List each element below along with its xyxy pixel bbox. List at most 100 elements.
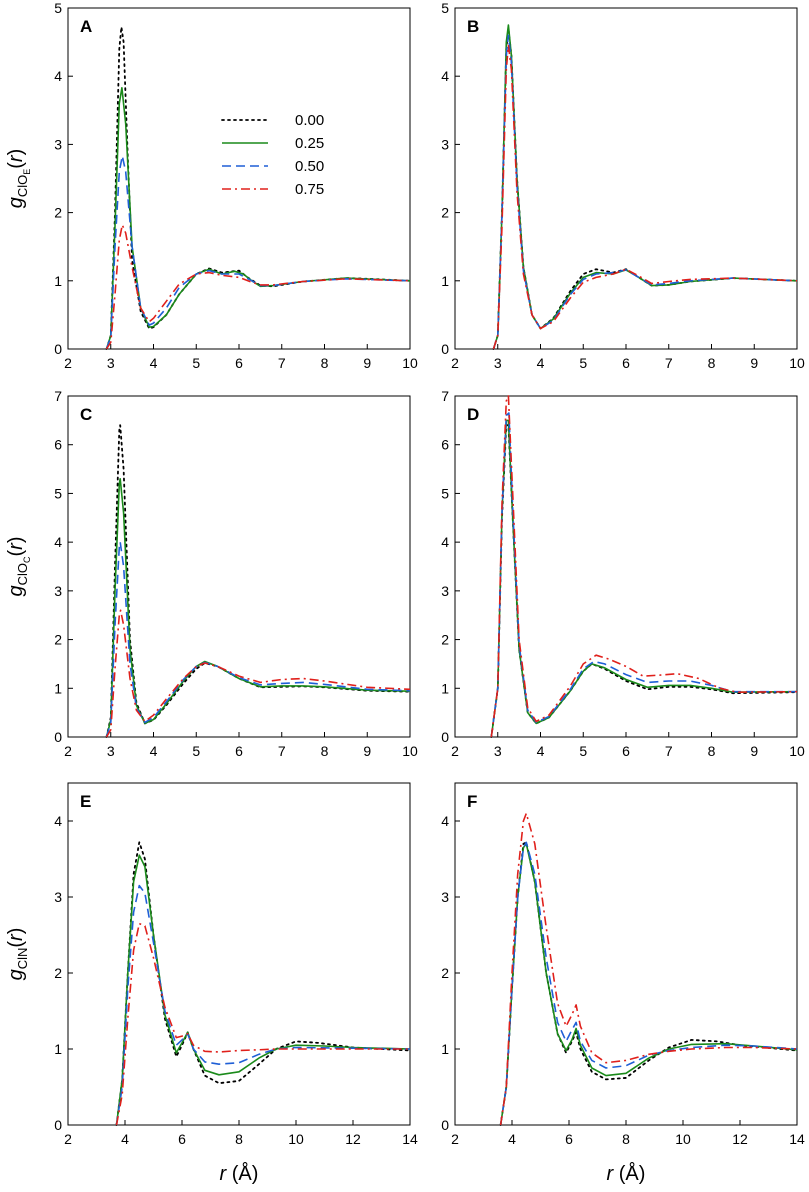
- plot-frame: [67, 782, 411, 1126]
- x-tick-label: 7: [278, 355, 286, 371]
- y-tick-label: 0: [441, 1117, 449, 1133]
- series-line-0-25: [115, 854, 411, 1126]
- y-tick-label: 4: [54, 68, 62, 84]
- x-tick-label: 4: [121, 1131, 129, 1147]
- y-tick-label: 1: [441, 1041, 449, 1057]
- x-tick-label: 2: [451, 743, 459, 759]
- panel-letter: F: [467, 792, 477, 811]
- series-line-0-50: [115, 884, 411, 1126]
- panel-letter: B: [467, 17, 479, 36]
- x-tick-label: 10: [675, 1131, 691, 1147]
- x-tick-label: 10: [789, 743, 805, 759]
- y-tick-label: 1: [54, 1041, 62, 1057]
- x-tick-label: 9: [750, 743, 758, 759]
- panel-letter: E: [80, 792, 91, 811]
- y-axis-label: gClOC(r): [5, 536, 32, 596]
- y-tick-label: 3: [441, 889, 449, 905]
- series-line-0-75: [499, 812, 798, 1126]
- legend-label: 0.50: [295, 158, 324, 175]
- series-line-0-75: [115, 922, 410, 1126]
- y-tick-label: 0: [54, 729, 62, 745]
- x-tick-label: 4: [150, 355, 158, 371]
- series-line-0-00: [105, 26, 411, 350]
- series-line-0-25: [499, 843, 798, 1126]
- x-tick-label: 6: [565, 1131, 573, 1147]
- y-tick-label: 3: [441, 136, 449, 152]
- y-tick-label: 6: [54, 437, 62, 453]
- x-tick-label: 5: [192, 743, 200, 759]
- x-tick-label: 14: [402, 1131, 418, 1147]
- series-line-0-50: [499, 841, 798, 1126]
- y-tick-label: 7: [441, 388, 449, 404]
- x-tick-label: 10: [402, 743, 418, 759]
- x-tick-label: 6: [622, 743, 630, 759]
- y-tick-label: 0: [441, 729, 449, 745]
- x-tick-label: 6: [622, 355, 630, 371]
- series-line-0-00: [490, 424, 798, 738]
- y-tick-label: 2: [54, 632, 62, 648]
- series-line-0-50: [490, 412, 797, 738]
- x-tick-label: 10: [288, 1131, 304, 1147]
- x-tick-label: 5: [579, 743, 587, 759]
- x-tick-label: 9: [750, 355, 758, 371]
- panel-d: 2 3 4 5 6 7 8 9 10 0 1 2 3 4 5 6 7 D: [441, 388, 805, 759]
- x-tick-label: 7: [665, 743, 673, 759]
- x-tick-label: 6: [178, 1131, 186, 1147]
- y-tick-label: 5: [441, 485, 449, 501]
- legend-label: 0.00: [295, 112, 324, 129]
- x-tick-label: 10: [789, 355, 805, 371]
- x-tick-label: 8: [235, 1131, 243, 1147]
- y-tick-label: 4: [441, 534, 449, 550]
- panel-b: 2 3 4 5 6 7 8 9 10 0 1 2 3 4 5 B: [441, 0, 805, 371]
- y-tick-label: 3: [441, 583, 449, 599]
- series-line-0-25: [105, 87, 411, 350]
- y-tick-label: 1: [441, 680, 449, 696]
- x-tick-label: 8: [708, 355, 716, 371]
- x-tick-label: 8: [321, 355, 329, 371]
- x-tick-label: 9: [363, 355, 371, 371]
- y-tick-label: 2: [441, 205, 449, 221]
- panel-letter: D: [467, 405, 479, 424]
- y-tick-label: 0: [54, 1117, 62, 1133]
- x-tick-label: 3: [494, 355, 502, 371]
- series-line-0-75: [492, 44, 798, 350]
- x-tick-label: 14: [789, 1131, 805, 1147]
- x-tick-label: 12: [732, 1131, 748, 1147]
- y-tick-label: 1: [54, 680, 62, 696]
- y-tick-label: 7: [54, 388, 62, 404]
- legend-label: 0.75: [295, 181, 324, 198]
- y-tick-label: 2: [441, 965, 449, 981]
- y-tick-label: 4: [54, 534, 62, 550]
- x-tick-label: 4: [150, 743, 158, 759]
- plot-frame: [454, 395, 798, 738]
- series-line-0-75: [105, 224, 411, 350]
- x-tick-label: 8: [622, 1131, 630, 1147]
- x-tick-label: 6: [235, 355, 243, 371]
- series-line-0-25: [490, 419, 798, 738]
- series-line-0-75: [490, 395, 798, 738]
- x-tick-label: 9: [363, 743, 371, 759]
- x-tick-label: 5: [579, 355, 587, 371]
- y-axis-label: gClOE(r): [5, 149, 32, 209]
- series-line-0-75: [105, 609, 411, 738]
- series-line-0-00: [499, 841, 798, 1126]
- panel-letter: C: [80, 405, 92, 424]
- x-tick-label: 4: [508, 1131, 516, 1147]
- series-line-0-50: [105, 541, 411, 738]
- series-line-0-50: [492, 34, 798, 350]
- series-line-0-25: [105, 478, 411, 738]
- x-axis-label: r (Å): [607, 1162, 646, 1185]
- x-tick-label: 3: [107, 355, 115, 371]
- x-tick-label: 2: [64, 1131, 72, 1147]
- y-tick-label: 2: [441, 632, 449, 648]
- y-tick-label: 3: [54, 583, 62, 599]
- legend-label: 0.25: [295, 135, 324, 152]
- x-tick-label: 3: [494, 743, 502, 759]
- x-tick-label: 5: [192, 355, 200, 371]
- y-tick-label: 2: [54, 205, 62, 221]
- y-tick-label: 3: [54, 136, 62, 152]
